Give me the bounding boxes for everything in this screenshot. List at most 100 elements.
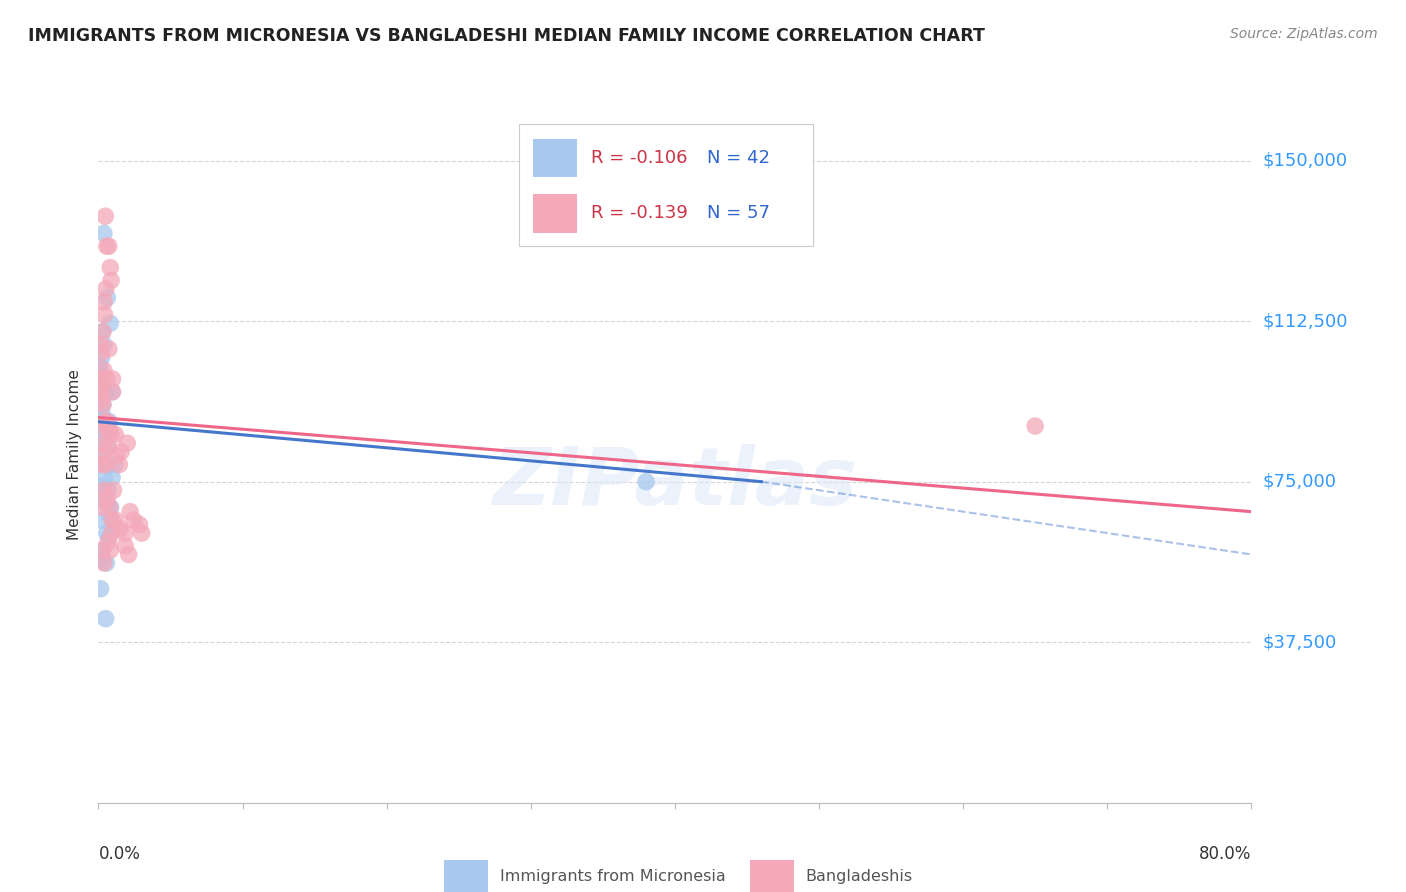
- Point: [91, 398, 114, 412]
- Point: [90, 368, 112, 382]
- Point: [93, 308, 115, 322]
- Point: [118, 548, 141, 562]
- Point: [91, 543, 114, 558]
- Point: [103, 483, 125, 498]
- Point: [94, 458, 117, 472]
- Point: [101, 513, 124, 527]
- Point: [98, 260, 121, 275]
- FancyBboxPatch shape: [533, 194, 576, 233]
- Point: [94, 612, 117, 626]
- Point: [91, 491, 114, 506]
- Point: [101, 384, 124, 399]
- Point: [90, 393, 112, 408]
- Text: N = 57: N = 57: [707, 204, 770, 222]
- Point: [93, 337, 115, 351]
- Point: [110, 444, 132, 458]
- Point: [96, 491, 118, 506]
- Point: [91, 543, 114, 558]
- Y-axis label: Median Family Income: Median Family Income: [67, 369, 83, 541]
- Text: $37,500: $37,500: [1263, 633, 1337, 651]
- Text: R = -0.139: R = -0.139: [591, 204, 688, 222]
- Point: [96, 415, 118, 429]
- Point: [108, 458, 131, 472]
- Point: [91, 325, 114, 339]
- Point: [93, 436, 115, 450]
- Point: [90, 389, 112, 403]
- Point: [98, 415, 121, 429]
- Point: [96, 291, 118, 305]
- Point: [94, 282, 117, 296]
- Point: [104, 458, 127, 472]
- Point: [91, 500, 114, 515]
- FancyBboxPatch shape: [444, 860, 488, 892]
- Point: [105, 449, 128, 463]
- Point: [89, 359, 111, 373]
- Point: [90, 449, 112, 463]
- Point: [93, 419, 115, 434]
- Point: [96, 372, 118, 386]
- Point: [90, 458, 112, 472]
- Point: [89, 419, 111, 434]
- Point: [97, 483, 120, 498]
- Point: [98, 316, 121, 330]
- Point: [91, 325, 114, 339]
- Point: [128, 517, 150, 532]
- Point: [104, 427, 127, 442]
- Text: Immigrants from Micronesia: Immigrants from Micronesia: [499, 869, 725, 884]
- Point: [100, 526, 122, 541]
- Point: [93, 470, 115, 484]
- Point: [89, 380, 111, 394]
- Point: [101, 470, 124, 484]
- Point: [90, 351, 112, 365]
- Point: [90, 551, 112, 566]
- Point: [93, 410, 115, 425]
- Point: [91, 458, 114, 472]
- Point: [93, 294, 115, 309]
- Point: [94, 380, 117, 394]
- Point: [96, 384, 118, 399]
- Point: [90, 427, 112, 442]
- Point: [114, 526, 136, 541]
- Point: [91, 398, 114, 412]
- Point: [90, 401, 112, 416]
- Point: [90, 346, 112, 360]
- Text: $112,500: $112,500: [1263, 312, 1348, 330]
- Point: [98, 543, 121, 558]
- Point: [91, 372, 114, 386]
- Point: [96, 526, 118, 541]
- Point: [90, 384, 112, 399]
- Text: Source: ZipAtlas.com: Source: ZipAtlas.com: [1230, 27, 1378, 41]
- Point: [97, 239, 120, 253]
- Point: [101, 384, 124, 399]
- Point: [100, 273, 122, 287]
- Point: [93, 483, 115, 498]
- Point: [97, 530, 120, 544]
- Point: [110, 522, 132, 536]
- Point: [89, 337, 111, 351]
- Point: [96, 556, 118, 570]
- FancyBboxPatch shape: [519, 124, 813, 246]
- Text: 0.0%: 0.0%: [98, 845, 141, 863]
- Point: [97, 534, 120, 549]
- Point: [94, 415, 117, 429]
- Point: [101, 372, 124, 386]
- Text: Bangladeshis: Bangladeshis: [806, 869, 912, 884]
- Point: [1024, 419, 1046, 434]
- Text: R = -0.106: R = -0.106: [591, 149, 688, 167]
- Point: [131, 526, 153, 541]
- Point: [100, 500, 122, 515]
- Point: [98, 508, 121, 523]
- Point: [122, 513, 145, 527]
- Point: [97, 441, 120, 455]
- Point: [90, 513, 112, 527]
- Point: [94, 209, 117, 223]
- Text: 80.0%: 80.0%: [1199, 845, 1251, 863]
- Text: N = 42: N = 42: [707, 149, 770, 167]
- Point: [104, 513, 127, 527]
- Point: [90, 419, 112, 434]
- Point: [114, 539, 136, 553]
- Point: [97, 342, 120, 356]
- Point: [96, 458, 118, 472]
- Text: IMMIGRANTS FROM MICRONESIA VS BANGLADESHI MEDIAN FAMILY INCOME CORRELATION CHART: IMMIGRANTS FROM MICRONESIA VS BANGLADESH…: [28, 27, 986, 45]
- FancyBboxPatch shape: [749, 860, 793, 892]
